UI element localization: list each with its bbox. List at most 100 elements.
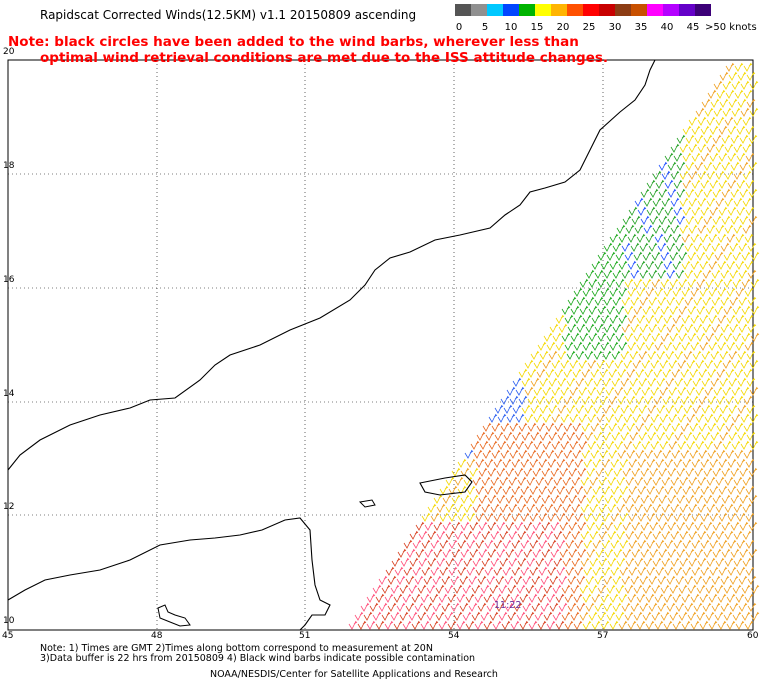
wind-barb	[519, 620, 529, 630]
wind-barb	[626, 395, 636, 405]
wind-barb	[719, 377, 729, 387]
latitude-label: 10	[3, 616, 15, 626]
wind-barb	[735, 620, 745, 630]
wind-barb	[721, 467, 731, 477]
wind-barb	[642, 584, 652, 594]
wind-barb	[510, 593, 520, 603]
wind-barb	[676, 161, 686, 171]
wind-barb	[666, 602, 676, 612]
wind-barb	[710, 98, 720, 108]
wind-barb	[676, 215, 686, 225]
wind-barb	[695, 359, 705, 369]
wind-barb	[714, 611, 724, 621]
wind-barb	[595, 494, 605, 504]
wind-barb	[403, 566, 413, 576]
wind-barb	[693, 296, 703, 306]
wind-barb	[450, 575, 460, 585]
wind-barb	[740, 440, 750, 450]
wind-barb	[625, 503, 635, 513]
wind-barb	[426, 584, 436, 594]
wind-barb	[683, 431, 693, 441]
wind-barb	[604, 467, 614, 477]
wind-barb	[615, 584, 625, 594]
wind-barb	[692, 404, 702, 414]
wind-barb	[625, 224, 635, 234]
wind-barb	[749, 413, 759, 423]
wind-barb	[598, 503, 608, 513]
wind-barb	[652, 530, 662, 540]
wind-barb	[674, 377, 684, 387]
wind-barb	[693, 242, 703, 252]
wind-barb	[622, 521, 632, 531]
wind-barb	[680, 368, 690, 378]
wind-barb	[648, 602, 658, 612]
wind-barb	[642, 278, 652, 288]
wind-barb	[545, 395, 555, 405]
wind-barb	[561, 584, 571, 594]
wind-barb	[554, 395, 564, 405]
wind-barb	[697, 530, 707, 540]
wind-barb	[736, 179, 746, 189]
wind-barb	[661, 557, 671, 567]
wind-barb	[672, 593, 682, 603]
wind-barb	[730, 521, 740, 531]
wind-barb	[453, 611, 463, 621]
wind-barb	[581, 368, 591, 378]
wind-barb	[493, 566, 503, 576]
wind-barb	[676, 467, 686, 477]
wind-barb	[663, 620, 673, 630]
wind-barb	[527, 422, 537, 432]
wind-barb	[366, 620, 376, 630]
wind-barb	[566, 431, 576, 441]
wind-barb	[612, 323, 622, 333]
wind-barb	[585, 575, 595, 585]
wind-barb	[581, 395, 591, 405]
wind-barb	[490, 530, 500, 540]
wind-barb	[737, 98, 747, 108]
wind-barb	[713, 80, 723, 90]
wind-barb	[475, 539, 485, 549]
wind-barb	[632, 386, 642, 396]
latitude-label: 20	[3, 47, 15, 57]
wind-barb	[633, 278, 643, 288]
wind-barb	[706, 557, 716, 567]
wind-barb	[719, 404, 729, 414]
wind-barb	[700, 125, 710, 135]
wind-barb	[636, 314, 646, 324]
wind-barb	[556, 512, 566, 522]
wind-barb	[588, 584, 598, 594]
wind-barb	[598, 557, 608, 567]
wind-barb	[537, 620, 547, 630]
wind-barb	[484, 566, 494, 576]
wind-barb	[532, 521, 542, 531]
wind-barb	[648, 296, 658, 306]
wind-barb	[615, 332, 625, 342]
wind-barb	[682, 179, 692, 189]
wind-barb	[716, 422, 726, 432]
wind-barb	[448, 539, 458, 549]
wind-barb	[571, 476, 581, 486]
wind-barb	[747, 242, 757, 252]
wind-barb	[580, 476, 590, 486]
wind-barb	[585, 269, 595, 279]
wind-barb	[692, 431, 702, 441]
wind-barb	[694, 161, 704, 171]
wind-barb	[499, 476, 509, 486]
wind-barb	[672, 260, 682, 270]
wind-barb	[647, 404, 657, 414]
wind-barb	[606, 278, 616, 288]
wind-barb	[694, 467, 704, 477]
wind-barb	[646, 458, 656, 468]
wind-barb	[715, 197, 725, 207]
wind-barb	[498, 611, 508, 621]
wind-barb	[586, 467, 596, 477]
wind-barb	[722, 107, 732, 117]
wind-barb	[683, 377, 693, 387]
wind-barb	[652, 557, 662, 567]
wind-barb	[500, 449, 510, 459]
wind-barb	[707, 422, 717, 432]
wind-barb	[650, 359, 660, 369]
wind-barb	[369, 602, 379, 612]
wind-barb	[739, 134, 749, 144]
wind-barb	[738, 323, 748, 333]
